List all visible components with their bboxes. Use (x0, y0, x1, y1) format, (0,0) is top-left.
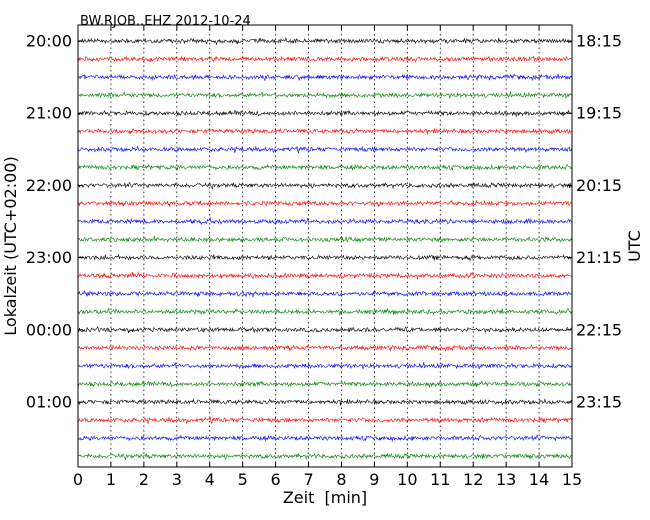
right-tick-label: 21:15 (576, 248, 622, 267)
trace-line (77, 271, 572, 280)
trace-line (77, 307, 572, 316)
right-tick-label: 18:15 (576, 32, 622, 51)
trace-line (77, 452, 572, 461)
x-tick-label: 13 (496, 470, 516, 489)
x-tick-label: 12 (463, 470, 483, 489)
trace-line (77, 362, 572, 370)
trace-line (77, 217, 572, 226)
left-tick-label: 23:00 (26, 248, 72, 267)
right-axis-label: UTC (625, 230, 644, 262)
trace-line (77, 325, 572, 334)
trace-line (77, 254, 572, 262)
trace-line (77, 235, 572, 244)
x-tick-label: 5 (238, 470, 248, 489)
plot-frame (77, 24, 573, 468)
x-axis: 0 1 2 3 4 5 6 7 8 9 10 11 12 13 14 15 (73, 25, 582, 489)
trace-line (77, 416, 572, 425)
left-axis: 20:00 21:00 22:00 23:00 00:00 01:00 (26, 32, 83, 412)
x-tick-label: 4 (205, 470, 215, 489)
right-axis: 18:15 19:15 20:15 21:15 22:15 23:15 (567, 32, 622, 412)
trace-line (77, 181, 572, 190)
x-tick-label: 6 (271, 470, 281, 489)
x-tick-label: 7 (303, 470, 313, 489)
x-tick-label: 14 (529, 470, 549, 489)
trace-line (77, 398, 572, 406)
left-tick-label: 22:00 (26, 176, 72, 195)
trace-line (77, 145, 572, 154)
trace-line (77, 55, 572, 63)
trace-line (77, 343, 572, 352)
x-tick-label: 1 (106, 470, 116, 489)
trace-line (77, 163, 572, 172)
x-tick-label: 10 (397, 470, 417, 489)
x-tick-label: 15 (562, 470, 582, 489)
trace-line (77, 37, 572, 46)
x-tick-label: 8 (336, 470, 346, 489)
x-axis-label: Zeit [min] (283, 488, 367, 507)
x-tick-label: 2 (139, 470, 149, 489)
left-tick-label: 21:00 (26, 104, 72, 123)
trace-line (77, 380, 572, 388)
trace-line (77, 434, 572, 442)
right-tick-label: 19:15 (576, 104, 622, 123)
right-tick-label: 22:15 (576, 320, 622, 339)
right-tick-label: 20:15 (576, 176, 622, 195)
traces (77, 37, 572, 461)
left-tick-label: 01:00 (26, 393, 72, 412)
right-tick-label: 23:15 (576, 393, 622, 412)
x-tick-label: 0 (73, 470, 83, 489)
vertical-grid (110, 25, 540, 467)
left-tick-label: 20:00 (26, 32, 72, 51)
trace-line (77, 109, 572, 117)
x-tick-label: 9 (369, 470, 379, 489)
x-tick-label: 11 (430, 470, 450, 489)
left-tick-label: 00:00 (26, 320, 72, 339)
trace-line (77, 290, 572, 298)
trace-line (77, 127, 572, 135)
x-tick-label: 3 (172, 470, 182, 489)
trace-line (77, 91, 572, 99)
trace-line (77, 199, 572, 208)
left-axis-label: Lokalzeit (UTC+02:00) (1, 156, 20, 335)
trace-line (77, 73, 572, 82)
chart-title: BW.RJOB..EHZ 2012-10-24 (80, 14, 251, 29)
